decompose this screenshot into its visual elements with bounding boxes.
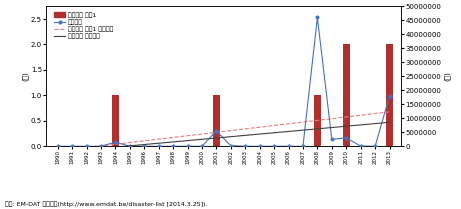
Bar — [213, 95, 220, 146]
Bar — [314, 95, 321, 146]
Y-axis label: (명): (명) — [444, 71, 450, 81]
Bar — [343, 45, 350, 146]
Legend: 복합재난 유형1, 인적피해, 복합재난 유형1 증가경향, 인적피해 증가경향: 복합재난 유형1, 인적피해, 복합재난 유형1 증가경향, 인적피해 증가경향 — [53, 11, 114, 40]
Text: 자료: EM-DAT 홈페이지(http://www.emdat.be/disaster-list [2014.3.25]).: 자료: EM-DAT 홈페이지(http://www.emdat.be/disa… — [5, 201, 207, 207]
Bar — [386, 45, 393, 146]
Bar — [112, 95, 119, 146]
Y-axis label: (건): (건) — [21, 71, 28, 81]
